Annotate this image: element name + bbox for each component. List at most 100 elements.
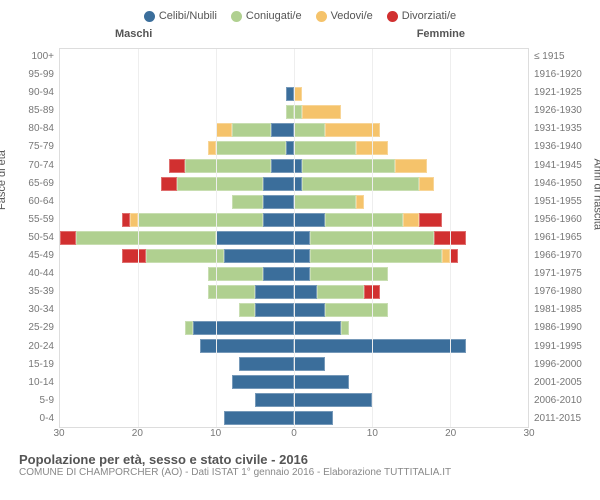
birth-tick: 1981-1985 <box>534 301 585 319</box>
birth-tick: 1916-1920 <box>534 66 585 84</box>
birth-tick: 1931-1935 <box>534 120 585 138</box>
label-males: Maschi <box>115 28 152 40</box>
male-bar <box>60 321 294 335</box>
segment <box>177 177 263 191</box>
segment <box>302 159 396 173</box>
segment <box>294 339 466 353</box>
segment <box>122 249 145 263</box>
grid-line <box>450 49 451 427</box>
segment <box>294 267 310 281</box>
segment <box>130 213 138 227</box>
segment <box>294 303 325 317</box>
male-bar <box>60 105 294 119</box>
legend-item: Coniugati/e <box>231 10 302 22</box>
female-bar <box>294 357 528 371</box>
age-tick: 45-49 <box>15 247 54 265</box>
segment <box>294 231 310 245</box>
male-bar <box>60 159 294 173</box>
age-tick: 20-24 <box>15 338 54 356</box>
age-tick: 5-9 <box>15 392 54 410</box>
age-tick: 100+ <box>15 48 54 66</box>
female-bar <box>294 285 528 299</box>
female-bar <box>294 51 528 65</box>
age-tick: 15-19 <box>15 356 54 374</box>
segment <box>208 141 216 155</box>
segment <box>294 141 356 155</box>
legend-label: Vedovi/e <box>331 10 373 22</box>
segment <box>200 339 294 353</box>
segment <box>310 249 443 263</box>
age-tick: 95-99 <box>15 66 54 84</box>
age-tick: 55-59 <box>15 211 54 229</box>
segment <box>263 267 294 281</box>
male-bar <box>60 411 294 425</box>
segment <box>294 213 325 227</box>
segment <box>138 213 263 227</box>
age-tick: 65-69 <box>15 175 54 193</box>
male-bar <box>60 69 294 83</box>
segment <box>302 105 341 119</box>
segment <box>146 249 224 263</box>
birth-tick: 1921-1925 <box>534 84 585 102</box>
segment <box>255 303 294 317</box>
male-bar <box>60 141 294 155</box>
male-bar <box>60 249 294 263</box>
female-bar <box>294 87 528 101</box>
segment <box>419 213 442 227</box>
segment <box>216 123 232 137</box>
legend-label: Divorziati/e <box>402 10 456 22</box>
segment <box>239 357 294 371</box>
female-bar <box>294 195 528 209</box>
segment <box>286 141 294 155</box>
segment <box>325 303 387 317</box>
birth-tick: ≤ 1915 <box>534 48 585 66</box>
y-axis-birth: ≤ 19151916-19201921-19251926-19301931-19… <box>529 48 585 428</box>
segment <box>232 195 263 209</box>
segment <box>294 321 341 335</box>
segment <box>216 231 294 245</box>
birth-tick: 1956-1960 <box>534 211 585 229</box>
legend: Celibi/Nubili Coniugati/e Vedovi/e Divorzia… <box>15 10 585 22</box>
age-tick: 10-14 <box>15 374 54 392</box>
female-bar <box>294 303 528 317</box>
segment <box>60 231 76 245</box>
grid-line <box>372 49 373 427</box>
segment <box>255 393 294 407</box>
segment <box>294 177 302 191</box>
segment <box>232 375 294 389</box>
segment <box>263 177 294 191</box>
segment <box>450 249 458 263</box>
female-bar <box>294 231 528 245</box>
age-tick: 60-64 <box>15 193 54 211</box>
legend-label: Celibi/Nubili <box>159 10 217 22</box>
age-tick: 35-39 <box>15 283 54 301</box>
footer: Popolazione per età, sesso e stato civil… <box>15 452 585 478</box>
male-bar <box>60 375 294 389</box>
segment <box>294 105 302 119</box>
birth-tick: 1976-1980 <box>534 283 585 301</box>
age-tick: 90-94 <box>15 84 54 102</box>
chart-body: 100+95-9990-9485-8980-8475-7970-7465-696… <box>15 48 585 428</box>
female-bar <box>294 339 528 353</box>
female-bar <box>294 411 528 425</box>
segment <box>341 321 349 335</box>
birth-tick: 2011-2015 <box>534 410 585 428</box>
female-bar <box>294 123 528 137</box>
segment <box>224 411 294 425</box>
legend-swatch <box>144 11 155 22</box>
segment <box>216 141 286 155</box>
female-bar <box>294 69 528 83</box>
segment <box>185 321 193 335</box>
segment <box>185 159 271 173</box>
chart-title: Popolazione per età, sesso e stato civil… <box>19 452 585 467</box>
segment <box>224 249 294 263</box>
birth-tick: 1936-1940 <box>534 138 585 156</box>
female-bar <box>294 105 528 119</box>
segment <box>122 213 130 227</box>
x-tick: 0 <box>291 428 297 439</box>
age-tick: 85-89 <box>15 102 54 120</box>
gender-labels: Maschi Femmine <box>15 28 585 44</box>
birth-tick: 1986-1990 <box>534 319 585 337</box>
segment <box>169 159 185 173</box>
male-bar <box>60 231 294 245</box>
